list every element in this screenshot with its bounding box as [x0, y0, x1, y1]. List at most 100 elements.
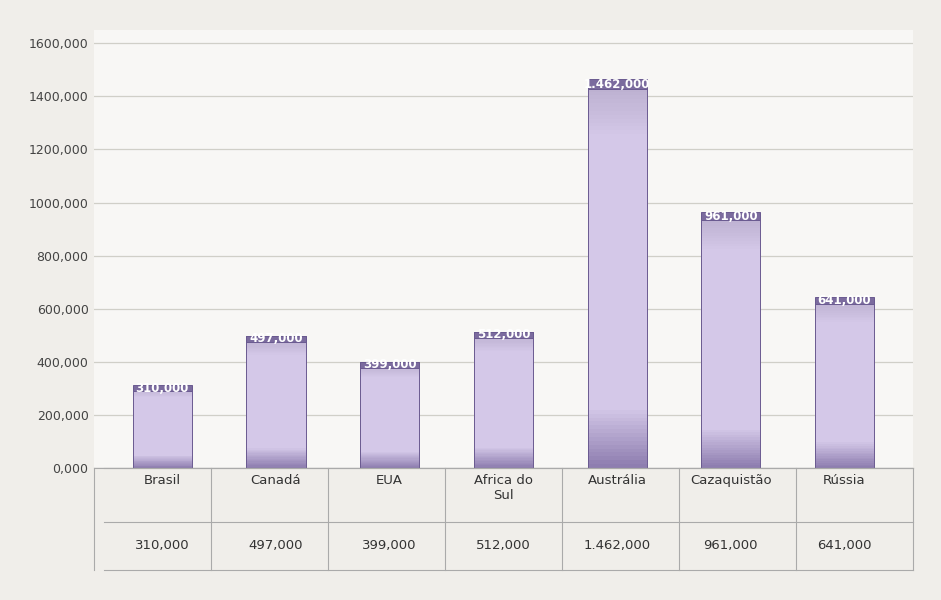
Bar — [815, 317, 874, 318]
Bar — [815, 386, 874, 388]
Bar — [247, 422, 306, 423]
Bar — [360, 362, 420, 363]
Bar — [474, 453, 533, 454]
Bar — [474, 362, 533, 364]
Bar — [701, 284, 760, 287]
Bar — [247, 357, 306, 358]
Bar — [587, 154, 646, 158]
Bar — [133, 418, 192, 419]
Bar — [701, 262, 760, 264]
Bar — [474, 370, 533, 371]
Bar — [133, 434, 192, 435]
Bar — [133, 392, 192, 393]
Text: 1.462,000: 1.462,000 — [584, 77, 650, 91]
Bar — [587, 138, 646, 142]
Bar — [360, 428, 420, 429]
Bar — [474, 350, 533, 351]
Text: 641,000: 641,000 — [818, 539, 871, 553]
Bar — [701, 397, 760, 399]
Bar — [474, 397, 533, 398]
Bar — [360, 379, 420, 380]
Bar — [815, 373, 874, 374]
Bar — [474, 442, 533, 443]
Bar — [247, 435, 306, 436]
Bar — [587, 235, 646, 239]
Bar — [815, 318, 874, 320]
Bar — [133, 420, 192, 421]
Bar — [474, 437, 533, 438]
Bar — [587, 88, 646, 92]
Bar — [587, 127, 646, 130]
Text: 497,000: 497,000 — [249, 332, 303, 345]
Bar — [587, 130, 646, 134]
Bar — [247, 451, 306, 452]
Bar — [474, 452, 533, 453]
Bar — [133, 461, 192, 462]
Bar — [360, 427, 420, 428]
Bar — [587, 142, 646, 146]
Bar — [701, 305, 760, 307]
Bar — [701, 386, 760, 389]
Bar — [587, 297, 646, 301]
Bar — [815, 380, 874, 381]
Bar — [701, 440, 760, 442]
Bar — [815, 393, 874, 395]
Bar — [474, 355, 533, 356]
Bar — [474, 367, 533, 369]
Bar — [701, 325, 760, 328]
Bar — [360, 364, 420, 365]
Bar — [247, 433, 306, 434]
Bar — [815, 356, 874, 358]
Bar — [815, 315, 874, 317]
Bar — [815, 328, 874, 330]
Bar — [815, 400, 874, 401]
Bar — [815, 338, 874, 340]
Bar — [587, 418, 646, 421]
Bar — [474, 386, 533, 388]
Bar — [474, 336, 533, 338]
Bar — [247, 377, 306, 378]
Bar — [701, 432, 760, 435]
Bar — [815, 320, 874, 322]
Bar — [360, 416, 420, 417]
Bar — [247, 388, 306, 389]
Bar — [587, 227, 646, 231]
Bar — [360, 435, 420, 436]
Bar — [701, 248, 760, 251]
Bar — [247, 339, 306, 340]
Bar — [587, 134, 646, 138]
Bar — [360, 411, 420, 412]
Bar — [587, 161, 646, 165]
Bar — [587, 262, 646, 266]
Bar — [474, 339, 533, 340]
Bar — [474, 425, 533, 426]
Bar — [474, 393, 533, 395]
Bar — [474, 377, 533, 378]
Bar — [247, 449, 306, 451]
Bar — [701, 335, 760, 338]
Bar — [815, 436, 874, 437]
Bar — [587, 231, 646, 235]
Bar — [815, 405, 874, 407]
Bar — [360, 465, 420, 466]
Bar — [133, 403, 192, 404]
Text: 641,000: 641,000 — [818, 294, 871, 307]
Bar — [587, 320, 646, 325]
Bar — [701, 422, 760, 425]
Bar — [133, 395, 192, 397]
Bar — [701, 226, 760, 228]
Bar — [815, 359, 874, 361]
Bar — [815, 417, 874, 419]
Bar — [360, 386, 420, 388]
FancyBboxPatch shape — [133, 385, 192, 391]
Bar — [701, 254, 760, 256]
Bar — [133, 408, 192, 409]
Bar — [701, 231, 760, 233]
Bar — [360, 432, 420, 433]
Bar — [474, 422, 533, 423]
Bar — [701, 238, 760, 241]
Bar — [247, 415, 306, 416]
Bar — [247, 464, 306, 466]
Bar — [587, 188, 646, 193]
Bar — [587, 452, 646, 457]
